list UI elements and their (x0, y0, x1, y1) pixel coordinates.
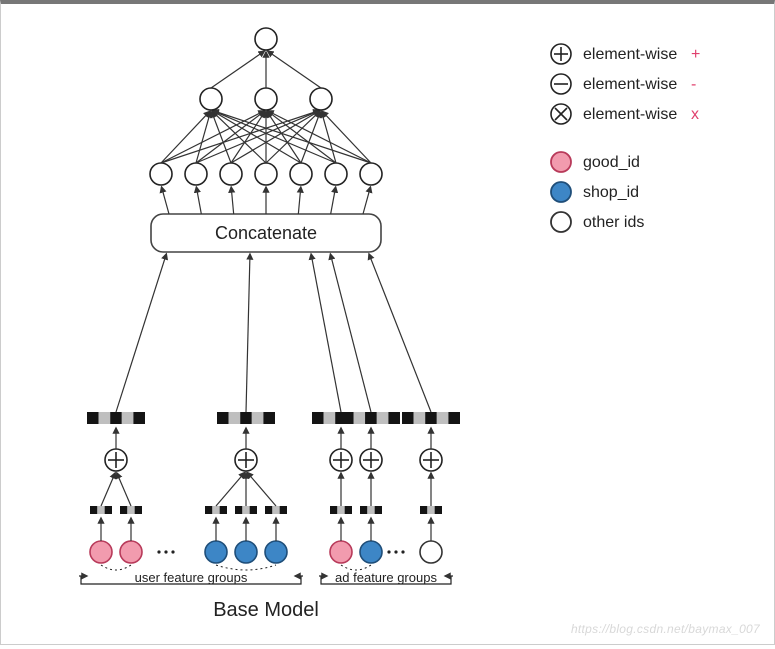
svg-text:element-wise: element-wise (583, 106, 677, 123)
input-good (120, 541, 142, 563)
svg-text:element-wise: element-wise (583, 76, 677, 93)
svg-text:+: + (691, 46, 700, 63)
input-shop (360, 541, 382, 563)
input-shop (205, 541, 227, 563)
input-shop (265, 541, 287, 563)
svg-text:-: - (691, 76, 696, 93)
input-good (90, 541, 112, 563)
input-good (330, 541, 352, 563)
user-group-label: user feature groups (135, 570, 248, 585)
concat-label: Concatenate (215, 223, 317, 243)
diagram-title: Base Model (213, 599, 319, 621)
svg-text:good_id: good_id (583, 154, 640, 171)
output-node (255, 28, 277, 50)
svg-text:element-wise: element-wise (583, 46, 677, 63)
svg-text:other ids: other ids (583, 214, 644, 231)
watermark: https://blog.csdn.net/baymax_007 (571, 622, 760, 636)
svg-text:shop_id: shop_id (583, 184, 639, 201)
diagram-frame: Base Model user feature groups ad feature … (0, 0, 775, 645)
svg-text:x: x (691, 106, 699, 123)
ad-group-label: ad feature groups (335, 570, 437, 585)
input-shop (235, 541, 257, 563)
input-other (420, 541, 442, 563)
diagram-svg: Base Model user feature groups ad feature … (1, 4, 775, 649)
